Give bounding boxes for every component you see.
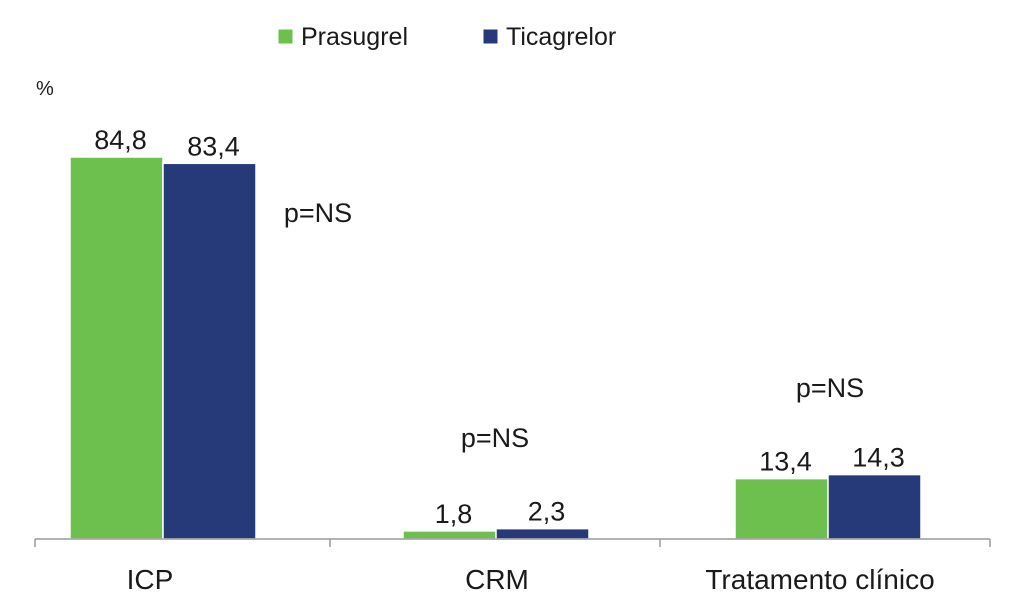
y-axis-unit-label: %: [36, 78, 54, 100]
bar-1-0: [402, 530, 497, 540]
x-label-0: ICP: [127, 564, 174, 595]
bar-0-1: [162, 162, 257, 540]
legend-label-0: Prasugrel: [301, 23, 408, 51]
value-label-2-1: 14,3: [852, 443, 905, 473]
value-label-0-0: 84,8: [94, 125, 147, 155]
bar-1-1: [495, 527, 590, 540]
value-labels: 84,8 83,4 1,8 2,3 13,4 14,3: [94, 125, 905, 529]
p-value-annotation-1: p=NS: [461, 423, 529, 453]
value-label-2-0: 13,4: [759, 447, 812, 477]
value-label-0-1: 83,4: [187, 131, 240, 161]
annotations: p=NS p=NS p=NS: [284, 198, 864, 453]
legend-label-1: Ticagrelor: [506, 23, 616, 51]
x-label-2: Tratamento clínico: [705, 564, 934, 595]
bar-2-0: [734, 477, 829, 540]
value-label-1-0: 1,8: [435, 499, 473, 529]
legend: Prasugrel Ticagrelor: [277, 23, 616, 51]
x-axis-labels: ICP CRM Tratamento clínico: [127, 564, 935, 595]
bar-2-1: [827, 473, 922, 540]
x-axis-ticks: [34, 539, 991, 547]
x-label-1: CRM: [465, 564, 529, 595]
value-label-1-1: 2,3: [528, 497, 566, 527]
bars: [69, 156, 922, 540]
legend-swatch-0: [277, 28, 294, 45]
p-value-annotation-0: p=NS: [284, 198, 352, 228]
p-value-annotation-2: p=NS: [796, 373, 864, 403]
legend-swatch-1: [482, 28, 499, 45]
bar-0-0: [69, 156, 164, 540]
